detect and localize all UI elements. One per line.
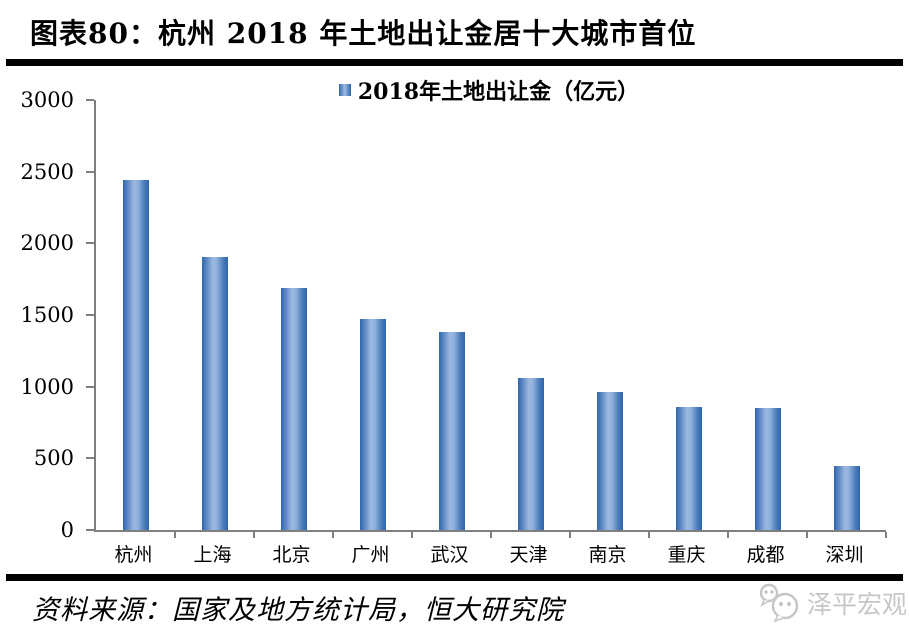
x-tick-mark xyxy=(569,532,571,538)
bar-重庆 xyxy=(675,406,702,530)
x-tick-label: 广州 xyxy=(351,544,390,566)
y-tick-label: 1000 xyxy=(20,374,74,399)
y-tick-label: 0 xyxy=(60,518,74,542)
page-title: 图表80：杭州 2018 年土地出让金居十大城市首位 xyxy=(30,17,697,50)
x-tick-mark xyxy=(806,532,808,538)
y-tick-mark xyxy=(86,242,94,245)
x-tick-label: 深圳 xyxy=(825,544,864,566)
x-tick-mark xyxy=(490,532,492,538)
watermark-label: 泽平宏观 xyxy=(806,590,907,619)
y-tick-mark xyxy=(86,385,94,388)
bar-北京 xyxy=(280,288,307,530)
x-tick-mark xyxy=(411,532,413,538)
y-tick-label: 500 xyxy=(33,446,74,471)
y-tick-mark xyxy=(86,457,94,460)
y-axis-labels: 3000 2500 2000 1500 1000 500 0 xyxy=(0,88,78,542)
x-tick-label: 上海 xyxy=(193,544,232,566)
y-tick-label: 1500 xyxy=(20,303,74,327)
source-note: 资料来源：国家及地方统计局，恒大研究院 xyxy=(32,595,564,626)
bar-杭州 xyxy=(122,180,149,530)
bar-slot xyxy=(96,100,175,530)
chart-legend: 2018年土地出让金（亿元） xyxy=(94,74,884,106)
x-tick-label: 成都 xyxy=(746,544,785,566)
y-tick-mark xyxy=(86,170,94,173)
watermark: 泽平宏观 xyxy=(758,582,907,624)
y-tick-mark xyxy=(86,314,94,316)
x-tick-mark xyxy=(174,532,176,538)
x-tick-label: 重庆 xyxy=(667,544,706,566)
bar-上海 xyxy=(201,256,228,530)
x-tick-label: 北京 xyxy=(272,544,311,566)
x-tick-mark xyxy=(727,532,729,538)
x-tick-mark xyxy=(253,532,255,538)
bar-武汉 xyxy=(438,332,465,530)
x-tick-mark xyxy=(648,532,650,538)
bar-slot xyxy=(333,100,412,530)
top-divider xyxy=(6,59,903,66)
bar-slot xyxy=(807,100,886,530)
y-tick-label: 2000 xyxy=(20,231,74,256)
legend-label: 2018年土地出让金（亿元） xyxy=(357,79,640,105)
bar-slot xyxy=(491,100,570,530)
bar-深圳 xyxy=(833,465,860,530)
bars-layer xyxy=(96,100,886,530)
chat-bubbles-icon xyxy=(759,583,799,623)
bar-南京 xyxy=(596,392,623,530)
bar-slot xyxy=(570,100,649,530)
x-tick-label: 天津 xyxy=(509,544,548,566)
bar-slot xyxy=(728,100,807,530)
x-tick-label: 南京 xyxy=(588,544,627,566)
y-tick-mark xyxy=(86,99,94,101)
x-tick-label: 武汉 xyxy=(430,544,469,566)
legend-swatch-icon xyxy=(338,84,351,96)
bar-slot xyxy=(254,100,333,530)
bar-slot xyxy=(412,100,491,530)
bar-成都 xyxy=(754,408,781,530)
bar-天津 xyxy=(517,378,544,530)
bar-slot xyxy=(649,100,728,530)
y-tick-label: 2500 xyxy=(20,159,74,184)
x-tick-mark xyxy=(332,532,334,538)
x-axis-labels: 杭州 上海 北京 广州 武汉 天津 南京 重庆 成都 深圳 xyxy=(94,540,884,567)
y-tick-mark xyxy=(86,529,94,531)
bottom-divider xyxy=(6,574,903,581)
bar-slot xyxy=(175,100,254,530)
bar-广州 xyxy=(359,319,386,530)
plot-area xyxy=(86,99,887,538)
x-tick-label: 杭州 xyxy=(114,544,153,566)
x-tick-mark xyxy=(885,532,887,538)
y-tick-label: 3000 xyxy=(20,88,74,112)
